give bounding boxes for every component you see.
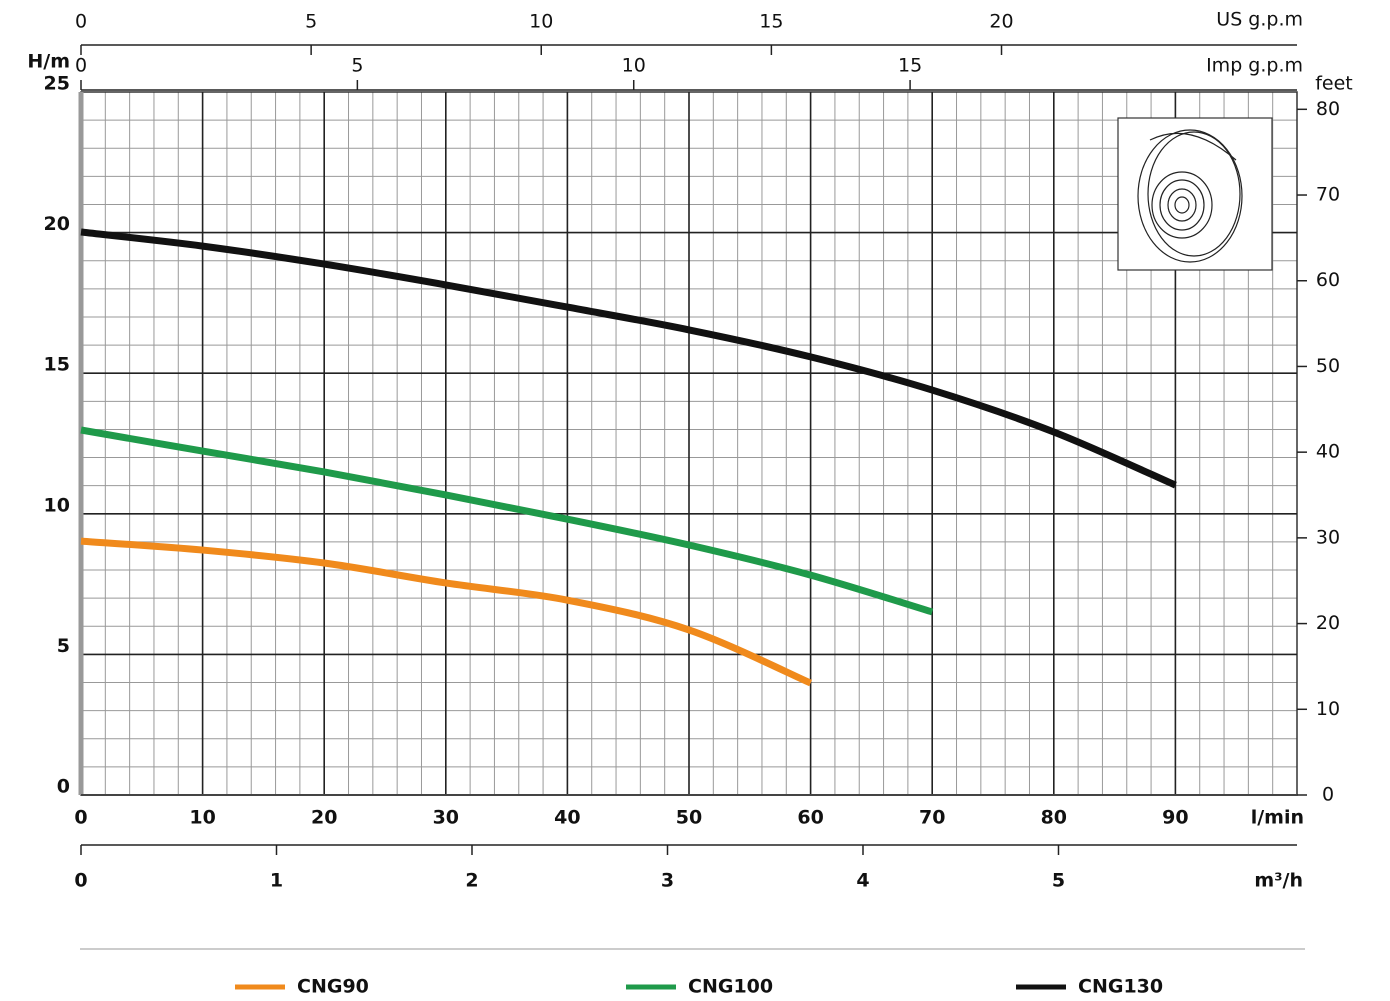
- legend-label: CNG100: [688, 976, 773, 998]
- us_axis-tick-label: 20: [989, 11, 1013, 33]
- x-tick-label: 50: [676, 807, 702, 829]
- x-tick-label: 30: [433, 807, 459, 829]
- m3h_axis-tick-label: 4: [856, 870, 869, 892]
- x-tick-label: 20: [311, 807, 337, 829]
- us_axis-tick-label: 0: [75, 11, 87, 33]
- x-axis-label: l/min: [1251, 807, 1304, 829]
- y-tick-label: 5: [57, 635, 70, 657]
- y-tick-label: 25: [44, 73, 70, 95]
- x-tick-label: 60: [797, 807, 823, 829]
- x-tick-label: 40: [554, 807, 580, 829]
- m3h_axis-tick-label: 2: [465, 870, 478, 892]
- m3h_axis-tick-label: 5: [1052, 870, 1065, 892]
- y2-tick-label: 80: [1316, 98, 1340, 120]
- imp-axis-label: Imp g.p.m: [1206, 55, 1303, 77]
- y-tick-label: 15: [44, 354, 70, 376]
- series-line: [80, 426, 934, 616]
- legend-label: CNG130: [1078, 976, 1163, 998]
- impeller-image: [1117, 117, 1273, 271]
- y2-tick-label: 40: [1316, 441, 1340, 463]
- x-tick-label: 10: [189, 807, 215, 829]
- x-tick-label: 80: [1041, 807, 1067, 829]
- x-tick-label: 70: [919, 807, 945, 829]
- series-line: [80, 537, 813, 687]
- y-tick-label: 20: [44, 213, 70, 235]
- us-axis-label: US g.p.m: [1216, 9, 1303, 31]
- imp_axis-tick-label: 5: [351, 55, 363, 77]
- y2-tick-label: 50: [1316, 355, 1340, 377]
- y-tick-label: 10: [44, 494, 70, 516]
- legend-label: CNG90: [297, 976, 369, 998]
- y2-tick-label: 0: [1322, 784, 1334, 806]
- y2-tick-label: 70: [1316, 184, 1340, 206]
- y2-tick-label: 10: [1316, 698, 1340, 720]
- imp_axis-tick-label: 15: [898, 55, 922, 77]
- imp_axis-tick-label: 0: [75, 55, 87, 77]
- y2-tick-label: 20: [1316, 612, 1340, 634]
- m3h-axis-label: m³/h: [1254, 870, 1303, 892]
- us_axis-tick-label: 15: [759, 11, 783, 33]
- y-axis-label: H/m: [27, 51, 70, 73]
- m3h_axis-tick-label: 1: [270, 870, 283, 892]
- grid: [80, 91, 1298, 796]
- us_axis-tick-label: 10: [529, 11, 553, 33]
- us_axis-tick-label: 5: [305, 11, 317, 33]
- x-tick-label: 90: [1162, 807, 1188, 829]
- series-line: [80, 228, 1177, 489]
- imp_axis-tick-label: 10: [622, 55, 646, 77]
- y2-tick-label: 30: [1316, 526, 1340, 548]
- y2-axis-label: feet: [1315, 73, 1353, 95]
- m3h_axis-tick-label: 0: [74, 870, 87, 892]
- x-tick-label: 0: [74, 807, 87, 829]
- y2-tick-label: 60: [1316, 269, 1340, 291]
- y-tick-label: 0: [57, 776, 70, 798]
- m3h_axis-tick-label: 3: [661, 870, 674, 892]
